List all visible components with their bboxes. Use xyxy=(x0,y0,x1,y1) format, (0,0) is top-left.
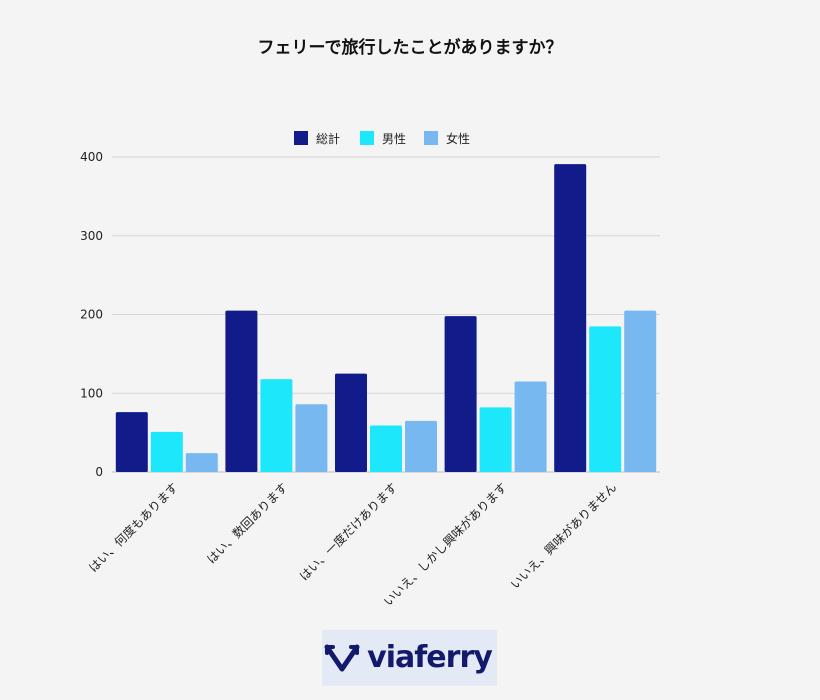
bar-2-2 xyxy=(260,379,293,472)
y-tick-label: 200 xyxy=(80,308,103,322)
chart-title: フェリーで旅行したことがありますか？ xyxy=(258,37,563,58)
y-tick-label: 100 xyxy=(80,386,103,400)
viaferry-logo: viaferry xyxy=(322,630,497,686)
logo-text: viaferry xyxy=(367,640,493,675)
bar-3-1 xyxy=(185,453,218,472)
bar-2-4 xyxy=(479,407,512,472)
x-category-label: はい、何度もあります xyxy=(85,480,180,575)
x-category-label: はい、一度だけあります xyxy=(296,480,400,584)
bar-3-5 xyxy=(624,310,657,472)
x-category-label: いいえ、しかし興味があります xyxy=(380,480,509,609)
legend-label: 男性 xyxy=(382,132,406,146)
x-axis: はい、何度もあります はい、数回あります はい、一度だけありますいいえ、しかし興味が… xyxy=(85,480,619,609)
bar-2-5 xyxy=(589,326,622,472)
bar-3-3 xyxy=(405,420,437,472)
y-tick-label: 400 xyxy=(80,150,103,164)
y-axis: 0 100 200 300 400 xyxy=(80,150,103,479)
legend-swatch xyxy=(424,131,438,145)
legend-swatch xyxy=(360,131,374,145)
bar-3-4 xyxy=(514,381,547,472)
logo-mark-icon xyxy=(324,644,360,672)
legend-label: 女性 xyxy=(446,131,470,146)
legend-label: 総計 xyxy=(316,131,340,146)
bar-3-2 xyxy=(295,404,328,472)
y-tick-label: 0 xyxy=(95,465,103,479)
bar-1-5 xyxy=(554,164,587,472)
bar-1-2 xyxy=(225,310,258,472)
x-category-label: はい、数回あります xyxy=(204,480,291,567)
bar-1-4 xyxy=(444,316,477,472)
legend-swatch xyxy=(294,131,308,145)
bar-2-1 xyxy=(150,431,183,472)
bar-1-3 xyxy=(335,373,367,472)
bar-1-1 xyxy=(115,412,148,472)
legend: 総計 男性 女性 xyxy=(294,131,470,146)
y-tick-label: 300 xyxy=(80,229,103,243)
x-category-label: いいえ、興味がありません xyxy=(507,480,619,592)
bar-2-3 xyxy=(370,425,402,472)
bars xyxy=(115,164,657,472)
